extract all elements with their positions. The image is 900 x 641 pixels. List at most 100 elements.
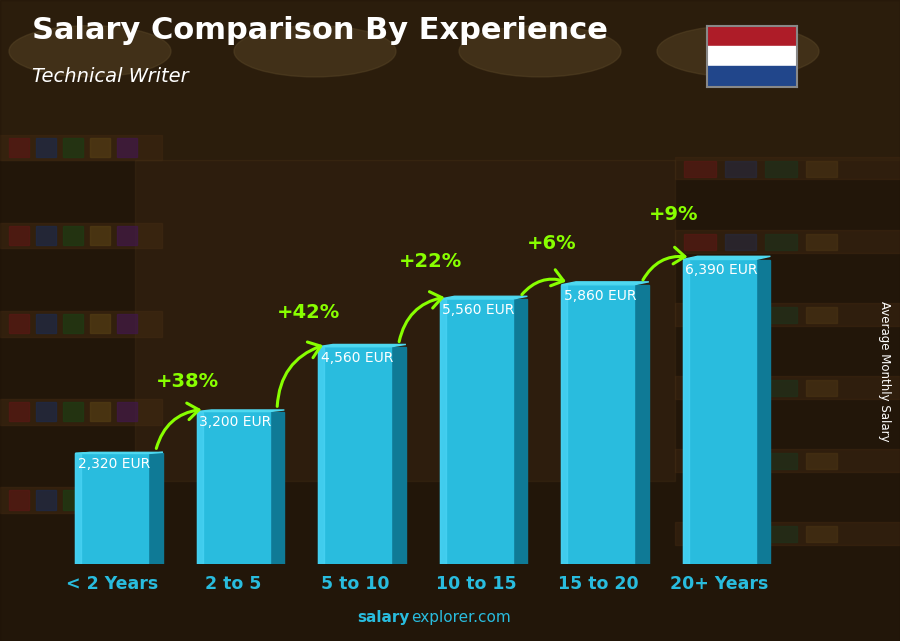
Bar xyxy=(197,412,202,564)
Polygon shape xyxy=(148,453,163,564)
FancyArrowPatch shape xyxy=(399,292,442,342)
Bar xyxy=(675,303,900,326)
Bar xyxy=(36,403,56,422)
Text: +42%: +42% xyxy=(277,303,340,322)
Bar xyxy=(0,399,162,424)
Bar xyxy=(90,226,110,245)
Bar xyxy=(90,314,110,333)
Ellipse shape xyxy=(9,26,171,77)
Bar xyxy=(765,453,796,469)
Polygon shape xyxy=(513,299,527,564)
Bar xyxy=(36,226,56,245)
Text: +38%: +38% xyxy=(156,372,219,391)
Bar xyxy=(675,449,900,472)
Bar xyxy=(135,160,675,481)
Bar xyxy=(724,526,756,542)
Bar xyxy=(117,314,137,333)
Bar xyxy=(684,380,716,396)
Bar xyxy=(76,453,81,564)
Bar xyxy=(684,234,716,250)
Bar xyxy=(724,453,756,469)
Text: 6,390 EUR: 6,390 EUR xyxy=(685,263,758,278)
Bar xyxy=(9,226,29,245)
Polygon shape xyxy=(197,410,284,412)
Bar xyxy=(319,347,392,564)
Bar xyxy=(440,299,513,564)
Text: salary: salary xyxy=(357,610,410,625)
Bar xyxy=(765,307,796,323)
Bar xyxy=(765,234,796,250)
Polygon shape xyxy=(756,260,770,564)
Bar xyxy=(724,234,756,250)
Bar xyxy=(0,487,162,513)
Bar xyxy=(117,226,137,245)
Text: 2,320 EUR: 2,320 EUR xyxy=(77,457,150,471)
Text: +9%: +9% xyxy=(648,204,698,224)
FancyArrowPatch shape xyxy=(643,247,685,280)
Bar xyxy=(117,138,137,157)
Text: +22%: +22% xyxy=(399,252,462,271)
Bar xyxy=(0,222,162,248)
Bar xyxy=(806,453,837,469)
Bar xyxy=(0,135,162,160)
Text: 5,860 EUR: 5,860 EUR xyxy=(563,288,636,303)
FancyArrowPatch shape xyxy=(522,270,563,295)
Bar xyxy=(440,299,445,564)
Bar xyxy=(36,138,56,157)
Polygon shape xyxy=(392,347,406,564)
Bar xyxy=(806,234,837,250)
Ellipse shape xyxy=(657,26,819,77)
Polygon shape xyxy=(562,282,649,285)
Bar xyxy=(684,453,716,469)
Polygon shape xyxy=(270,412,284,564)
Bar xyxy=(675,376,900,399)
Bar xyxy=(90,490,110,510)
Text: Average Monthly Salary: Average Monthly Salary xyxy=(878,301,890,442)
Bar xyxy=(806,307,837,323)
Text: +6%: +6% xyxy=(526,234,577,253)
Ellipse shape xyxy=(459,26,621,77)
Bar xyxy=(806,161,837,177)
Bar xyxy=(76,453,148,564)
Bar xyxy=(806,526,837,542)
FancyArrowPatch shape xyxy=(277,342,320,406)
Polygon shape xyxy=(319,344,406,347)
Text: 5,560 EUR: 5,560 EUR xyxy=(442,303,515,317)
Bar xyxy=(9,138,29,157)
Bar xyxy=(9,403,29,422)
Bar xyxy=(675,230,900,253)
Bar xyxy=(63,226,83,245)
Bar xyxy=(706,66,796,87)
Text: explorer.com: explorer.com xyxy=(411,610,511,625)
Bar xyxy=(36,314,56,333)
Bar xyxy=(765,526,796,542)
Bar xyxy=(706,46,796,66)
Bar xyxy=(684,161,716,177)
Bar xyxy=(9,314,29,333)
Bar xyxy=(724,161,756,177)
Bar xyxy=(683,260,688,564)
FancyArrowPatch shape xyxy=(157,403,199,449)
Bar xyxy=(63,403,83,422)
Text: Salary Comparison By Experience: Salary Comparison By Experience xyxy=(32,16,608,45)
Bar xyxy=(765,380,796,396)
Polygon shape xyxy=(683,256,770,260)
Bar xyxy=(724,307,756,323)
Text: Technical Writer: Technical Writer xyxy=(32,67,188,87)
Bar xyxy=(0,311,162,337)
Bar xyxy=(724,380,756,396)
Bar xyxy=(684,307,716,323)
Bar xyxy=(675,522,900,545)
Bar xyxy=(63,314,83,333)
Bar xyxy=(36,490,56,510)
Bar xyxy=(63,138,83,157)
Bar xyxy=(706,26,796,46)
Bar xyxy=(562,285,567,564)
Polygon shape xyxy=(440,296,527,299)
Bar xyxy=(765,161,796,177)
Bar xyxy=(117,490,137,510)
Bar xyxy=(683,260,756,564)
Bar xyxy=(197,412,270,564)
Bar xyxy=(806,380,837,396)
Bar xyxy=(9,490,29,510)
